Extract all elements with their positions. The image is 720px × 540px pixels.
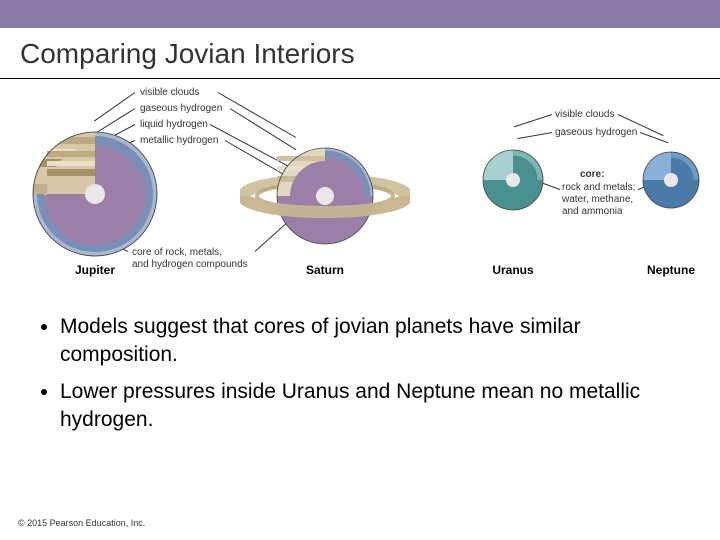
label-r-core: core: [580,169,604,180]
label-r-gaseous: gaseous hydrogen [555,127,637,138]
saturn-svg [240,141,410,251]
diagram: visible clouds gaseous hydrogen liquid h… [0,79,720,299]
slide-title: Comparing Jovian Interiors [0,28,720,79]
label-r-core2: rock and metals; [562,182,635,193]
leader-line [514,114,552,127]
label-r-core3: water, methane, [562,194,633,205]
label-r-core4: and ammonia [562,206,623,217]
planet-neptune: Neptune [640,149,702,277]
jupiter-label: Jupiter [30,263,160,277]
copyright: © 2015 Pearson Education, Inc. [18,518,145,528]
uranus-label: Uranus [480,263,546,277]
leader-line [94,92,136,121]
leader-line [640,132,669,143]
planet-jupiter: Jupiter [30,129,160,277]
neptune-label: Neptune [640,263,702,277]
header-bar [0,0,720,28]
uranus-svg [480,147,546,213]
leader-line [218,92,296,138]
label-r-clouds: visible clouds [555,109,614,120]
bullet-1: Models suggest that cores of jovian plan… [60,313,680,370]
planet-saturn: Saturn [240,141,410,277]
bullet-list: Models suggest that cores of jovian plan… [0,299,720,434]
label-visible-clouds: visible clouds [140,87,199,98]
neptune-svg [640,149,702,211]
jupiter-svg [30,129,160,259]
saturn-label: Saturn [240,263,410,277]
planet-uranus: Uranus [480,147,546,277]
label-gaseous-h: gaseous hydrogen [140,103,222,114]
leader-line [517,132,552,139]
bullet-2: Lower pressures inside Uranus and Neptun… [60,378,680,435]
